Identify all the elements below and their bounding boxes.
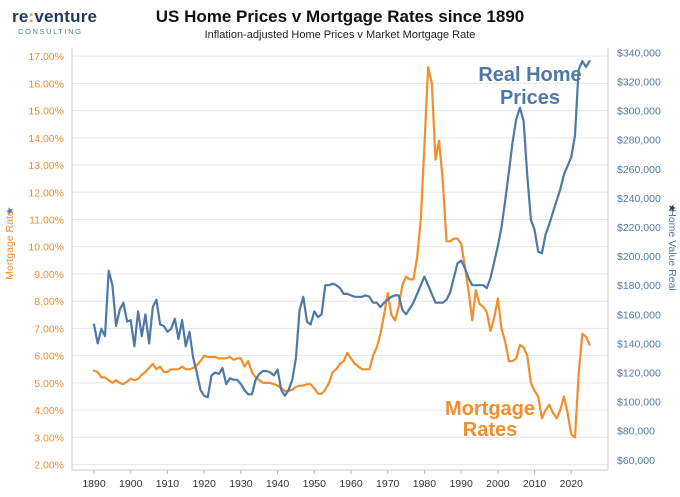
right-axis-ticks: $60,000 $80,000 $100,000 $120,000 $140,000 $1… [617,47,661,466]
series-layer [92,59,591,439]
x-tick-label: 1950 [303,478,327,490]
mortgage-rates-line [92,65,591,439]
company-logo: re:venture CONSULTING [12,7,97,37]
sort-star-icon[interactable]: ★ [666,204,677,213]
chart-subtitle: Inflation-adjusted Home Prices v Market … [204,29,476,41]
left-tick-label: 6.00% [34,351,64,363]
right-tick-label: $100,000 [617,397,661,409]
x-tick-label: 1890 [82,478,106,490]
left-tick-label: 17.00% [28,51,64,63]
x-tick-label: 2000 [486,478,510,490]
x-tick-label: 1980 [413,478,437,490]
right-tick-label: $120,000 [617,368,661,380]
x-tick-label: 1900 [119,478,143,490]
right-tick-label: $220,000 [617,222,661,234]
right-tick-label: $80,000 [617,426,655,438]
x-tick-label: 1960 [339,478,363,490]
x-tick-label: 1990 [449,478,473,490]
x-axis-ticks: 1890 1900 1910 1920 1930 1940 1950 1960 1970 1980… [82,470,583,490]
left-tick-label: 5.00% [34,378,64,390]
right-tick-label: $280,000 [617,135,661,147]
right-tick-label: $180,000 [617,280,661,292]
sort-star-icon[interactable]: ★ [5,206,16,215]
left-tick-label: 3.00% [34,432,64,444]
logo-wordmark-suffix: venture [34,7,98,26]
left-tick-label: 2.00% [34,460,64,472]
x-tick-label: 1910 [156,478,180,490]
x-tick-label: 1930 [229,478,253,490]
right-tick-label: $340,000 [617,47,661,59]
mortgage-rates-annotation-line1: Mortgage [445,398,535,420]
left-tick-label: 8.00% [34,296,64,308]
right-tick-label: $240,000 [617,193,661,205]
logo-wordmark-prefix: re [12,7,29,26]
x-tick-label: 1940 [266,478,290,490]
left-axis-ticks: 2.00% 3.00% 4.00% 5.00% 6.00% 7.00% 8.00% 9.00%… [28,51,64,471]
logo-wordmark-mark: : [28,7,35,26]
left-tick-label: 16.00% [28,78,64,90]
right-tick-label: $260,000 [617,164,661,176]
logo-wordmark: re:venture [12,7,97,26]
right-tick-label: $200,000 [617,251,661,263]
logo-tagline: CONSULTING [18,27,83,36]
left-tick-label: 15.00% [28,106,64,118]
real-home-prices-line [92,59,591,399]
left-tick-label: 10.00% [28,242,64,254]
right-tick-label: $320,000 [617,76,661,88]
right-tick-label: $300,000 [617,106,661,118]
left-tick-label: 9.00% [34,269,64,281]
gridlines [72,55,608,466]
left-tick-label: 12.00% [28,187,64,199]
left-tick-label: 14.00% [28,133,64,145]
x-tick-label: 2010 [523,478,547,490]
x-tick-label: 1970 [376,478,400,490]
right-tick-label: $60,000 [617,455,655,467]
right-tick-label: $140,000 [617,338,661,350]
home-prices-annotation-line1: Real Home [478,64,581,86]
chart-title: US Home Prices v Mortgage Rates since 18… [155,7,525,26]
right-axis-title: Home Value Real [666,209,678,291]
mortgage-rates-annotation-line2: Rates [463,419,517,441]
right-tick-label: $160,000 [617,309,661,321]
left-tick-label: 11.00% [29,215,64,227]
left-tick-label: 4.00% [34,405,64,417]
left-tick-label: 7.00% [34,323,64,335]
x-tick-label: 2020 [560,478,584,490]
plot-frame [71,48,609,471]
left-tick-label: 13.00% [28,160,64,172]
home-prices-annotation-line2: Prices [500,87,560,109]
x-tick-label: 1920 [192,478,216,490]
left-axis-title: Mortgage Rate [4,210,16,280]
